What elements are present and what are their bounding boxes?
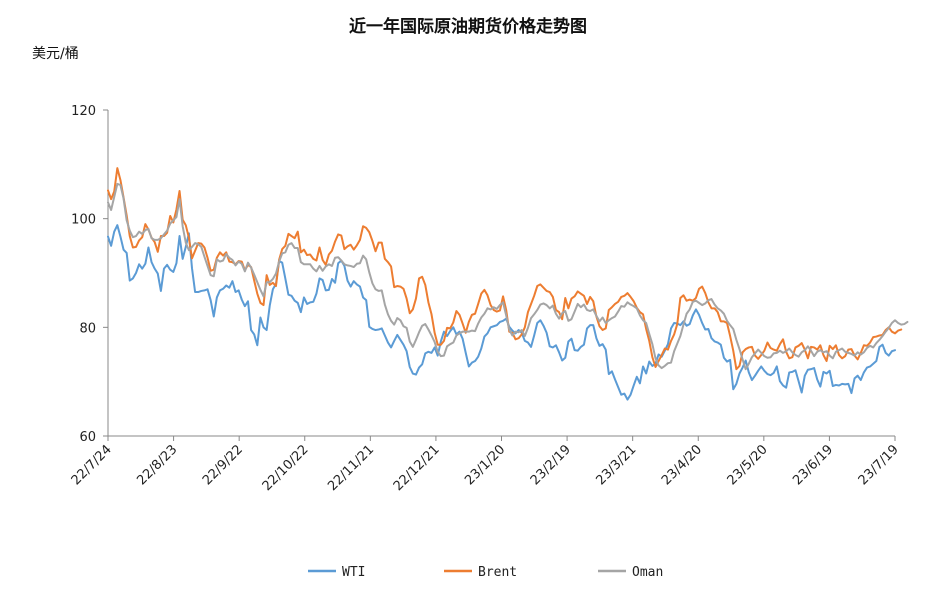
x-tick-label: 23/2/19 [528,442,574,488]
series-lines [107,167,909,401]
x-tick-label: 22/11/21 [325,442,377,494]
x-tick-label: 23/6/19 [790,442,836,488]
x-tick-label: 22/12/21 [391,442,443,494]
x-tick-label: 22/9/22 [200,442,246,488]
series-line-oman [107,182,909,371]
y-tick-label: 100 [71,213,96,228]
x-tick-label: 23/3/21 [593,442,639,488]
x-tick-label: 22/7/24 [69,442,115,488]
y-tick-label: 60 [79,430,96,445]
x-tick-label: 23/5/20 [725,442,771,488]
x-tick-label: 22/10/22 [260,442,312,494]
chart-title: 近一年国际原油期货价格走势图 [349,16,587,37]
y-tick-label: 80 [79,321,96,336]
x-tick-label: 23/1/20 [462,442,508,488]
series-line-brent [107,167,903,371]
legend-label-oman: Oman [632,565,663,580]
y-axis-unit-label: 美元/桶 [32,46,79,62]
x-tick-label: 22/8/23 [134,442,180,488]
legend-label-brent: Brent [478,565,517,580]
x-tick-label: 23/7/19 [856,442,902,488]
y-tick-label: 120 [71,104,96,119]
x-tick-label: 23/4/20 [659,442,705,488]
series-line-wti [107,224,896,401]
legend: WTI Brent Oman [308,565,663,580]
legend-label-wti: WTI [342,565,365,580]
